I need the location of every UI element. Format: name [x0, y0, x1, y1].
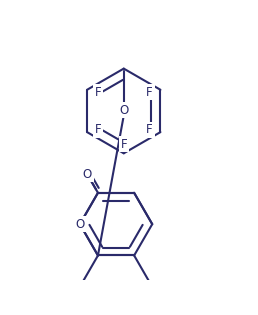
Text: F: F: [146, 123, 153, 136]
Text: F: F: [120, 138, 127, 151]
Text: O: O: [119, 104, 128, 117]
Text: O: O: [83, 168, 92, 180]
Text: F: F: [146, 86, 153, 99]
Text: O: O: [75, 218, 84, 231]
Text: F: F: [94, 123, 101, 136]
Text: F: F: [94, 86, 101, 99]
